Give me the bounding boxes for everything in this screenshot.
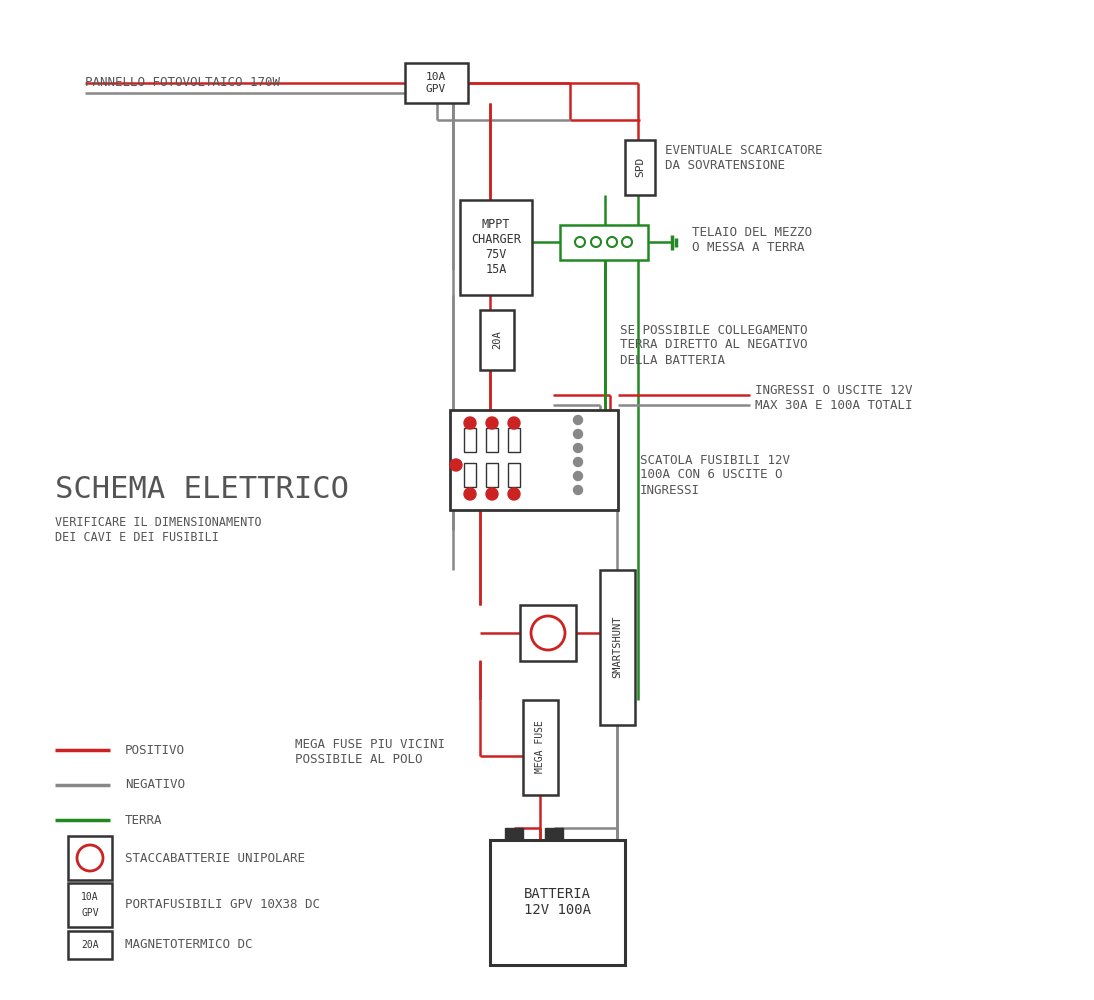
Circle shape bbox=[573, 430, 582, 438]
Text: 20A: 20A bbox=[492, 331, 502, 349]
Text: MPPT
CHARGER
75V
15A: MPPT CHARGER 75V 15A bbox=[472, 218, 521, 276]
Text: MEGA FUSE: MEGA FUSE bbox=[535, 721, 545, 773]
Circle shape bbox=[450, 459, 462, 471]
Bar bbox=[480, 310, 514, 370]
Bar bbox=[560, 225, 648, 260]
Circle shape bbox=[573, 458, 582, 466]
Text: INGRESSI O USCITE 12V
MAX 30A E 100A TOTALI: INGRESSI O USCITE 12V MAX 30A E 100A TOT… bbox=[755, 384, 912, 412]
Circle shape bbox=[573, 416, 582, 424]
Circle shape bbox=[573, 444, 582, 452]
Circle shape bbox=[77, 845, 103, 871]
Text: 10A: 10A bbox=[81, 892, 98, 902]
Circle shape bbox=[464, 488, 476, 500]
Text: TELAIO DEL MEZZO
O MESSA A TERRA: TELAIO DEL MEZZO O MESSA A TERRA bbox=[693, 226, 812, 254]
Text: PANNELLO FOTOVOLTAICO 170W: PANNELLO FOTOVOLTAICO 170W bbox=[85, 76, 280, 89]
Bar bbox=[68, 836, 112, 880]
Circle shape bbox=[531, 616, 565, 650]
Text: 10A
GPV: 10A GPV bbox=[426, 72, 446, 94]
Bar bbox=[68, 883, 112, 927]
Text: GPV: GPV bbox=[81, 908, 98, 918]
Bar bbox=[464, 428, 476, 452]
Text: SCATOLA FUSIBILI 12V
100A CON 6 USCITE O
INGRESSI: SCATOLA FUSIBILI 12V 100A CON 6 USCITE O… bbox=[640, 454, 790, 496]
Circle shape bbox=[486, 488, 498, 500]
Circle shape bbox=[464, 417, 476, 429]
Text: NEGATIVO: NEGATIVO bbox=[125, 778, 185, 792]
Bar bbox=[405, 63, 468, 103]
Text: SCHEMA ELETTRICO: SCHEMA ELETTRICO bbox=[55, 476, 349, 504]
Text: 20A: 20A bbox=[81, 940, 98, 950]
Text: MAGNETOTERMICO DC: MAGNETOTERMICO DC bbox=[125, 938, 253, 952]
Text: SMARTSHUNT: SMARTSHUNT bbox=[612, 616, 622, 678]
Text: TERRA: TERRA bbox=[125, 814, 163, 826]
Text: BATTERIA
12V 100A: BATTERIA 12V 100A bbox=[524, 887, 591, 917]
Bar bbox=[490, 840, 625, 965]
Bar bbox=[486, 463, 498, 487]
Text: SPD: SPD bbox=[635, 157, 645, 177]
Circle shape bbox=[575, 237, 585, 247]
Bar bbox=[68, 931, 112, 959]
Bar bbox=[600, 570, 635, 725]
Text: SE POSSIBILE COLLEGAMENTO
TERRA DIRETTO AL NEGATIVO
DELLA BATTERIA: SE POSSIBILE COLLEGAMENTO TERRA DIRETTO … bbox=[620, 324, 807, 366]
Bar bbox=[523, 700, 558, 795]
Text: POSITIVO: POSITIVO bbox=[125, 744, 185, 756]
Text: PORTAFUSIBILI GPV 10X38 DC: PORTAFUSIBILI GPV 10X38 DC bbox=[125, 898, 321, 912]
Text: EVENTUALE SCARICATORE
DA SOVRATENSIONE: EVENTUALE SCARICATORE DA SOVRATENSIONE bbox=[665, 144, 823, 172]
Bar bbox=[520, 605, 577, 661]
Bar bbox=[450, 410, 618, 510]
Circle shape bbox=[573, 486, 582, 494]
Text: MEGA FUSE PIU VICINI
POSSIBILE AL POLO: MEGA FUSE PIU VICINI POSSIBILE AL POLO bbox=[295, 738, 445, 766]
Bar bbox=[486, 428, 498, 452]
Circle shape bbox=[573, 472, 582, 481]
Bar bbox=[508, 428, 520, 452]
Circle shape bbox=[591, 237, 601, 247]
Circle shape bbox=[607, 237, 617, 247]
Bar bbox=[508, 463, 520, 487]
Bar bbox=[464, 463, 476, 487]
Circle shape bbox=[508, 488, 520, 500]
Text: STACCABATTERIE UNIPOLARE: STACCABATTERIE UNIPOLARE bbox=[125, 852, 305, 864]
Bar bbox=[545, 828, 563, 840]
Circle shape bbox=[486, 417, 498, 429]
Bar bbox=[505, 828, 523, 840]
Text: VERIFICARE IL DIMENSIONAMENTO
DEI CAVI E DEI FUSIBILI: VERIFICARE IL DIMENSIONAMENTO DEI CAVI E… bbox=[55, 516, 261, 544]
Circle shape bbox=[622, 237, 632, 247]
Bar bbox=[459, 200, 532, 295]
Circle shape bbox=[508, 417, 520, 429]
Bar bbox=[625, 140, 655, 195]
